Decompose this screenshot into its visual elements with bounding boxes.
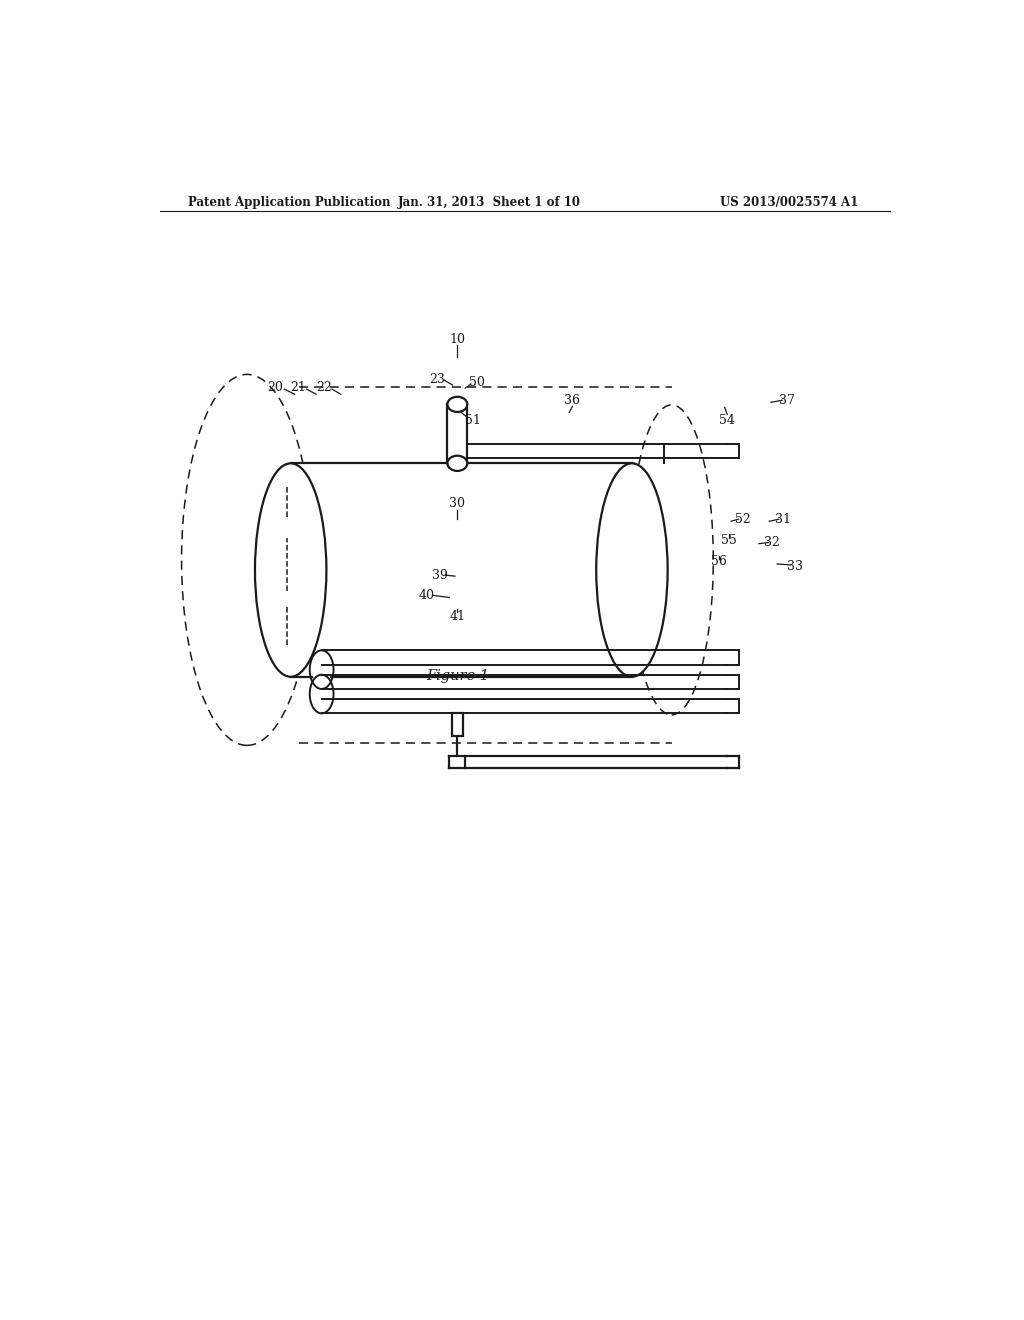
Bar <box>452 713 463 735</box>
Text: 23: 23 <box>429 374 445 387</box>
Text: 54: 54 <box>719 414 735 428</box>
Text: 51: 51 <box>465 414 481 428</box>
Bar <box>290 463 633 677</box>
Ellipse shape <box>312 677 331 710</box>
Ellipse shape <box>312 653 331 686</box>
Text: 55: 55 <box>721 535 736 546</box>
Text: 10: 10 <box>450 333 465 346</box>
Text: 50: 50 <box>469 375 485 388</box>
Text: Patent Application Publication: Patent Application Publication <box>187 195 390 209</box>
Text: 40: 40 <box>419 589 434 602</box>
Text: 41: 41 <box>450 610 465 623</box>
Bar <box>447 404 467 463</box>
Text: 39: 39 <box>432 569 447 582</box>
Text: 32: 32 <box>765 536 780 549</box>
Text: 21: 21 <box>291 380 306 393</box>
Text: 30: 30 <box>450 498 465 511</box>
Text: 52: 52 <box>735 512 751 525</box>
Text: US 2013/0025574 A1: US 2013/0025574 A1 <box>720 195 858 209</box>
Text: Jan. 31, 2013  Sheet 1 of 10: Jan. 31, 2013 Sheet 1 of 10 <box>397 195 581 209</box>
Text: 36: 36 <box>564 393 581 407</box>
Text: 20: 20 <box>267 380 283 393</box>
Ellipse shape <box>447 455 467 471</box>
Ellipse shape <box>447 397 467 412</box>
Text: Figure 1: Figure 1 <box>426 669 488 682</box>
Ellipse shape <box>596 463 668 677</box>
Ellipse shape <box>255 463 327 677</box>
Text: 22: 22 <box>316 380 332 393</box>
Text: 31: 31 <box>775 512 791 525</box>
Text: 37: 37 <box>778 393 795 407</box>
Text: 33: 33 <box>786 561 803 573</box>
Text: 56: 56 <box>712 556 727 569</box>
